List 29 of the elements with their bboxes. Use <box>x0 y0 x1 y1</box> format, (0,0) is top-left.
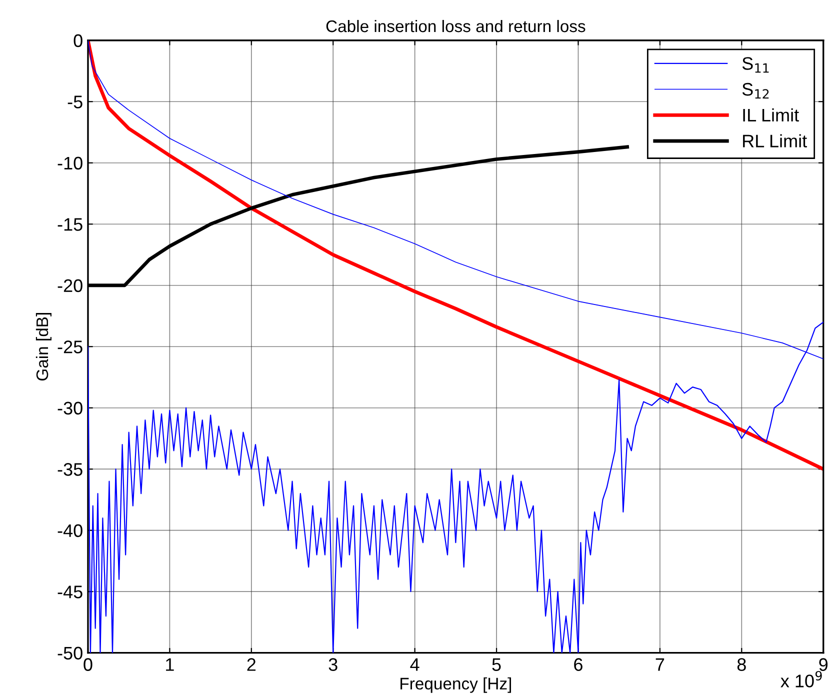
y-tick-label: -30 <box>58 402 82 415</box>
y-tick-label: -25 <box>58 340 82 354</box>
x-tick-label: 3 <box>328 658 338 671</box>
legend-label: S$_{11}$ <box>742 57 769 73</box>
x-tick-label: 4 <box>410 658 420 671</box>
y-tick-label: -35 <box>58 463 82 476</box>
x-tick-label: 5 <box>492 658 501 671</box>
y-tick-label: -40 <box>58 524 82 538</box>
text: x 10$^{9}$ <box>780 670 822 688</box>
x-tick-label: 2 <box>247 658 256 671</box>
x-tick-label: 7 <box>656 658 664 671</box>
x-tick-label: 1 <box>166 658 174 671</box>
y-tick-label: -50 <box>58 646 82 660</box>
x-tick-label: 6 <box>574 658 582 671</box>
y-tick-label: -45 <box>58 586 82 598</box>
y-tick-label: -20 <box>58 279 82 292</box>
y-axis-title: Gain [dB] <box>36 313 52 381</box>
x-tick-label: 0 <box>84 658 92 671</box>
y-tick-label: -15 <box>58 218 82 231</box>
y-tick-label: 0 <box>74 34 82 48</box>
x-axis-title: Frequency [Hz] <box>400 677 511 693</box>
x-tick-label: 9 <box>819 658 828 671</box>
x-tick-label: 8 <box>737 658 746 671</box>
y-tick-label: -5 <box>68 96 82 108</box>
legend-label: RL Limit <box>743 134 807 148</box>
y-tick-label: -10 <box>58 156 82 170</box>
legend-label: S$_{12}$ <box>742 82 769 98</box>
legend-label: IL Limit <box>743 108 799 122</box>
chart-title: Cable insertion loss and return loss <box>326 20 586 32</box>
